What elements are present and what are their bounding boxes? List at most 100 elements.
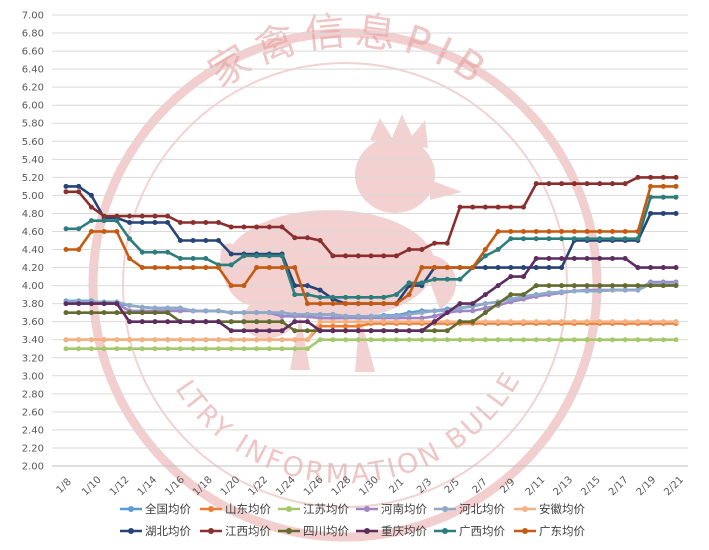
data-point [660, 337, 666, 343]
data-point [508, 274, 514, 280]
data-point [101, 228, 107, 234]
data-point [228, 262, 234, 268]
data-point [63, 310, 69, 316]
data-point [559, 283, 565, 289]
data-point [343, 319, 349, 325]
series-group [63, 174, 679, 259]
data-point [165, 249, 171, 255]
data-point [546, 265, 552, 271]
data-point [88, 310, 94, 316]
data-point [127, 256, 133, 262]
data-point [482, 310, 488, 316]
legend-marker [208, 506, 214, 512]
data-point [368, 337, 374, 343]
data-point [495, 301, 501, 307]
data-point [330, 311, 336, 317]
y-tick-label: 2.00 [22, 462, 44, 473]
y-tick-label: 5.40 [22, 155, 44, 166]
data-point [368, 313, 374, 319]
data-point [63, 226, 69, 232]
data-point [355, 313, 361, 319]
data-point [508, 292, 514, 298]
data-point [432, 240, 438, 246]
legend-marker [442, 506, 448, 512]
x-tick-label: 1/20 [219, 474, 243, 498]
data-point [279, 337, 285, 343]
data-point [241, 319, 247, 325]
data-point [597, 319, 603, 325]
data-point [139, 310, 145, 316]
data-point [571, 288, 577, 294]
legend-item: 重庆均价 [356, 524, 427, 538]
data-point [406, 337, 412, 343]
data-point [343, 301, 349, 307]
x-tick-label: 1/12 [108, 474, 132, 498]
data-point [584, 283, 590, 289]
data-point [521, 265, 526, 271]
data-point [571, 337, 577, 343]
data-point [114, 310, 120, 316]
data-point [292, 328, 298, 334]
data-point [279, 328, 285, 334]
data-point [609, 256, 615, 262]
data-point [635, 236, 641, 242]
legend-item: 广西均价 [434, 524, 505, 538]
data-point [114, 337, 120, 343]
data-point [381, 294, 387, 300]
legend-item: 广东均价 [514, 524, 585, 538]
data-point [228, 346, 234, 352]
data-point [495, 228, 501, 234]
data-point [444, 310, 450, 316]
data-point [165, 337, 171, 343]
data-point [165, 310, 171, 316]
data-point [292, 235, 298, 241]
data-point [673, 183, 679, 189]
data-point [571, 283, 577, 289]
watermark-top-text: 家禽信息PIB [201, 8, 500, 98]
data-point [88, 204, 94, 210]
data-point [571, 256, 577, 262]
legend-marker [442, 528, 448, 534]
legend-label: 湖北均价 [145, 524, 191, 538]
data-point [584, 319, 590, 325]
data-point [559, 289, 565, 295]
data-point [432, 313, 438, 319]
data-point [266, 319, 272, 325]
data-point [304, 328, 310, 334]
data-point [393, 328, 399, 334]
data-point [609, 287, 615, 293]
data-point [508, 319, 514, 325]
data-point [457, 265, 463, 271]
data-point [482, 337, 488, 343]
data-point [355, 337, 361, 343]
data-point [343, 313, 349, 319]
data-point [101, 310, 107, 316]
data-point [470, 319, 476, 325]
data-point [406, 311, 412, 317]
data-point [203, 219, 209, 225]
legend-marker [522, 528, 528, 534]
data-point [470, 204, 476, 210]
data-point [216, 219, 221, 225]
data-point [546, 283, 552, 289]
data-point [165, 346, 171, 352]
data-point [152, 319, 158, 325]
data-point [660, 174, 666, 180]
y-tick-label: 6.40 [22, 65, 44, 76]
y-tick-label: 4.20 [22, 263, 44, 274]
data-point [114, 218, 120, 224]
legend-marker [128, 506, 134, 512]
data-point [228, 310, 234, 316]
data-point [622, 181, 628, 187]
data-point [660, 183, 666, 189]
data-point [584, 288, 590, 294]
data-point [165, 319, 171, 325]
data-point [101, 337, 107, 343]
y-tick-label: 4.40 [22, 245, 44, 256]
data-point [622, 337, 628, 343]
data-point [419, 310, 425, 316]
data-point [279, 265, 285, 271]
data-point [660, 194, 666, 200]
x-tick-label: 1/10 [80, 474, 104, 498]
